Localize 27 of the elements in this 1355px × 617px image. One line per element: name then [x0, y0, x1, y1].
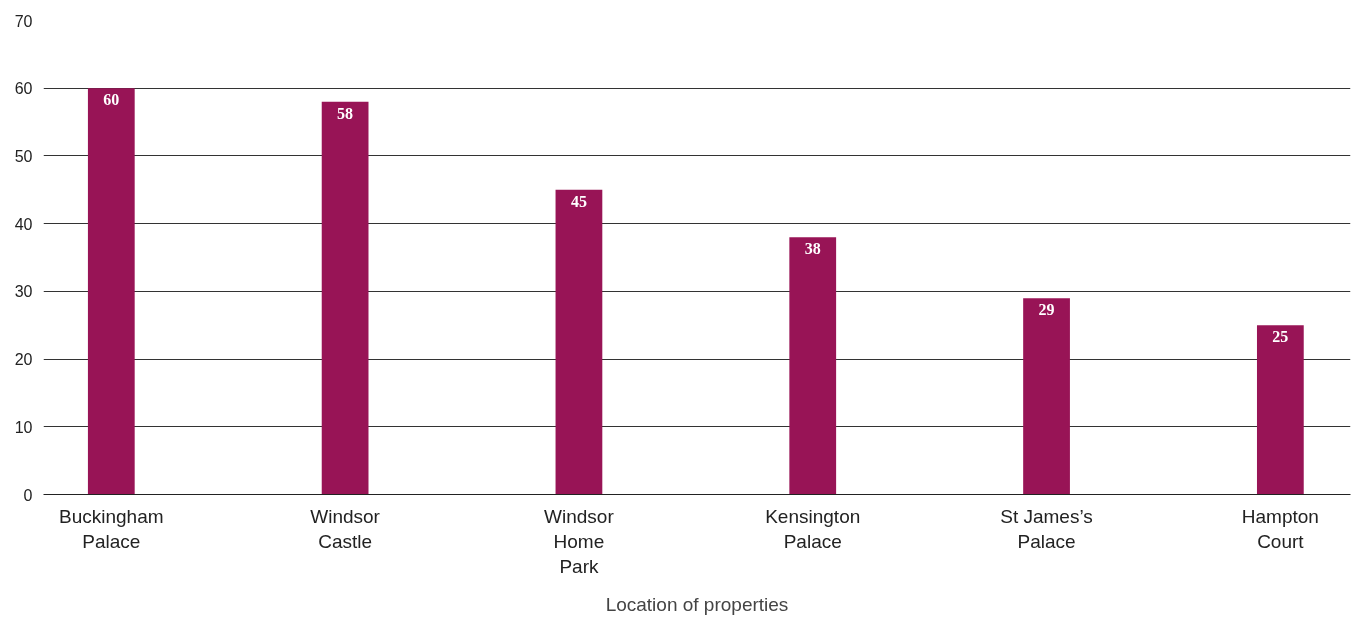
x-tick-label: Windsor Castle — [310, 505, 381, 552]
data-label: 25 — [1272, 328, 1289, 346]
bar — [789, 237, 837, 495]
y-tick-label: 50 — [14, 147, 33, 165]
y-tick-label: 60 — [14, 80, 33, 98]
bar — [1256, 325, 1304, 495]
y-tick-label: 30 — [14, 283, 33, 301]
x-tick-label: Kensington Palace — [765, 505, 861, 552]
x-tick-label: Windsor Home Park — [544, 505, 615, 577]
bar — [1023, 298, 1070, 495]
y-tick-label: 70 — [14, 12, 33, 30]
x-tick-label: St James’s Palace — [1000, 505, 1093, 552]
y-tick-label: 20 — [14, 351, 33, 369]
x-tick-label: Hampton Court — [1241, 505, 1319, 552]
data-label: 38 — [804, 240, 821, 258]
x-tick-label: Buckingham Palace — [59, 505, 164, 552]
data-label: 45 — [570, 192, 587, 210]
data-label: 60 — [103, 91, 120, 109]
data-label: 58 — [337, 104, 354, 122]
data-label: 29 — [1038, 301, 1055, 319]
y-tick-label: 10 — [14, 418, 33, 436]
x-axis-title: Location of properties — [605, 593, 789, 615]
bar — [321, 101, 369, 495]
bar — [555, 189, 603, 495]
y-tick-label: 0 — [23, 486, 33, 504]
y-tick-label: 40 — [14, 215, 33, 233]
bar — [87, 88, 135, 495]
